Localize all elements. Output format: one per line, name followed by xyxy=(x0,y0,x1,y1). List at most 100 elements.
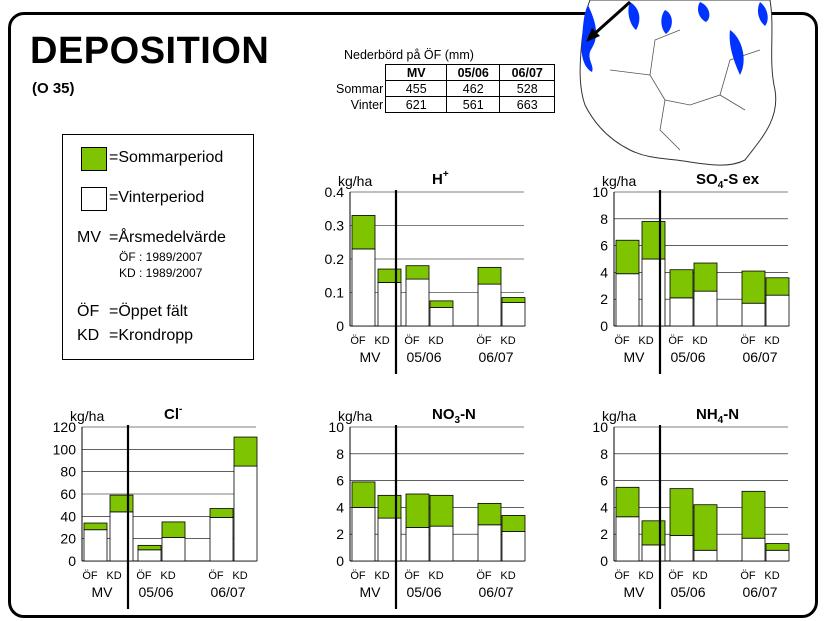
map-lake xyxy=(698,2,710,22)
bar-winter xyxy=(501,531,526,562)
bar-winter xyxy=(377,517,402,562)
bar-summer xyxy=(615,239,640,275)
bar-label: ÖF xyxy=(350,335,366,347)
bar-winter xyxy=(137,549,162,562)
group-label: 05/06 xyxy=(670,349,705,365)
bar-winter xyxy=(669,297,694,327)
legend-mv-of: ÖF : 1989/2007 xyxy=(119,250,203,264)
bar-label: ÖF xyxy=(350,570,366,582)
map-county-border xyxy=(609,29,761,151)
group-label: 05/06 xyxy=(406,349,441,365)
bar-label: ÖF xyxy=(668,570,684,582)
bar-summer xyxy=(669,488,694,536)
bar-label: ÖF xyxy=(476,335,492,347)
map-lake xyxy=(757,2,768,26)
precip-col-0607: 06/07 xyxy=(499,64,556,81)
y-tick-label: 0 xyxy=(600,318,608,334)
chart-title: Cl- xyxy=(164,404,182,423)
precip-cell: 663 xyxy=(499,96,556,113)
y-tick-label: 6 xyxy=(600,473,608,489)
bar-summer xyxy=(765,543,790,551)
y-tick-label: 0 xyxy=(68,553,76,569)
legend-winter-label: =Vinterperiod xyxy=(109,189,205,206)
bar-label: ÖF xyxy=(668,335,684,347)
bar-winter xyxy=(405,527,430,562)
bar-winter xyxy=(233,465,258,562)
precip-cell: 621 xyxy=(385,96,448,113)
group-label: 06/07 xyxy=(478,349,513,365)
bar-label: KD xyxy=(500,570,515,582)
bar-winter xyxy=(765,294,790,327)
y-tick-label: 2 xyxy=(600,291,608,307)
bar-summer xyxy=(351,481,376,508)
group-label: 06/07 xyxy=(742,349,777,365)
group-label: 06/07 xyxy=(210,584,245,600)
legend-mv-desc: =Årsmedelvärde xyxy=(109,229,226,246)
bar-summer xyxy=(501,515,526,532)
group-label: 06/07 xyxy=(742,584,777,600)
bar-winter xyxy=(741,537,766,562)
y-tick-label: 10 xyxy=(592,419,608,435)
map-arrow xyxy=(590,0,632,38)
chart-title: SO4-S ex xyxy=(696,171,760,191)
bar-label: KD xyxy=(638,570,653,582)
bar-label: ÖF xyxy=(740,570,756,582)
bar-summer xyxy=(501,297,526,303)
precip-header-row: MV 05/06 06/07 xyxy=(336,64,556,81)
map-lake xyxy=(661,10,672,34)
bar-winter xyxy=(429,525,454,562)
bar-winter xyxy=(351,248,376,327)
bar-summer xyxy=(641,221,666,260)
bar-summer xyxy=(233,436,258,467)
y-tick-label: 2 xyxy=(600,526,608,542)
y-axis-label: kg/ha xyxy=(70,408,104,424)
group-label: 05/06 xyxy=(138,584,173,600)
y-tick-label: 8 xyxy=(600,446,608,462)
y-tick-label: 0.3 xyxy=(325,218,345,234)
group-label: 05/06 xyxy=(406,584,441,600)
bar-winter xyxy=(83,529,108,562)
bar-summer xyxy=(429,494,454,527)
bar-winter xyxy=(741,302,766,327)
station-code: (O 35) xyxy=(32,80,75,97)
precip-col-mv: MV xyxy=(385,64,448,81)
y-tick-label: 8 xyxy=(336,446,344,462)
bar-label: ÖF xyxy=(404,570,420,582)
bar-label: ÖF xyxy=(404,335,420,347)
legend-of-desc: =Öppet fält xyxy=(109,303,188,320)
map-lake xyxy=(729,30,744,75)
bar-winter xyxy=(351,507,376,562)
bar-winter xyxy=(109,511,134,562)
bar-winter xyxy=(669,535,694,562)
legend-swatch-winter xyxy=(81,187,107,211)
bar-label: KD xyxy=(764,335,779,347)
bar-winter xyxy=(161,537,186,562)
group-label: MV xyxy=(360,349,382,365)
bar-label: ÖF xyxy=(740,335,756,347)
bar-label: ÖF xyxy=(614,570,630,582)
y-axis-label: kg/ha xyxy=(338,173,372,189)
bar-summer xyxy=(429,300,454,308)
group-label: MV xyxy=(92,584,114,600)
precip-cell: 528 xyxy=(499,80,556,97)
bar-label: ÖF xyxy=(208,570,224,582)
bar-label: KD xyxy=(500,335,515,347)
bar-summer xyxy=(83,522,108,531)
bar-label: ÖF xyxy=(614,335,630,347)
y-tick-label: 6 xyxy=(336,473,344,489)
bar-winter xyxy=(615,273,640,327)
bar-summer xyxy=(377,494,402,519)
y-tick-label: 0 xyxy=(336,318,344,334)
bar-summer xyxy=(109,494,134,513)
map-land xyxy=(579,0,777,166)
legend-summer-label: =Sommarperiod xyxy=(109,149,224,166)
bar-winter xyxy=(405,278,430,327)
bar-summer xyxy=(209,508,234,518)
group-label: 06/07 xyxy=(478,584,513,600)
bar-summer xyxy=(137,544,162,551)
legend-mv-kd: KD : 1989/2007 xyxy=(119,266,203,280)
bar-summer xyxy=(477,502,502,526)
bar-summer xyxy=(351,215,376,250)
